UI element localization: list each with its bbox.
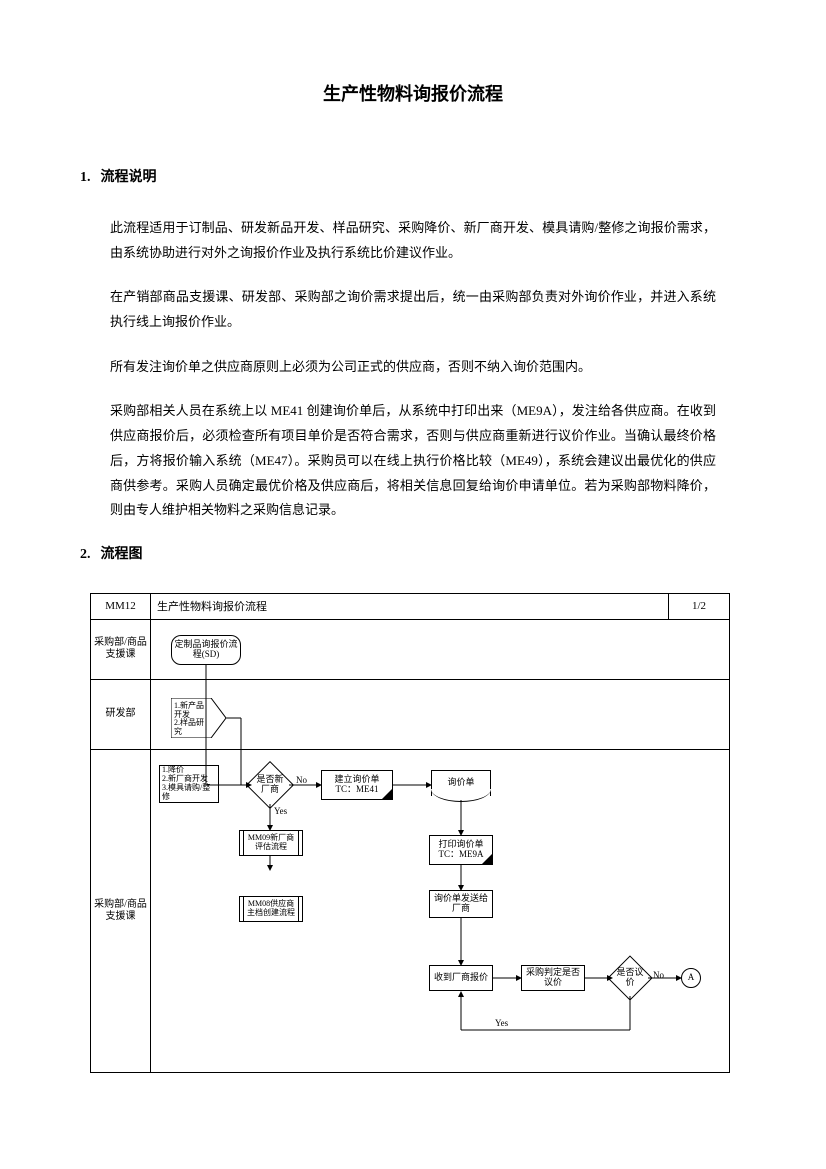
node-proc4: 收到厂商报价 xyxy=(429,965,493,991)
section1-para-4: 采购部相关人员在系统上以 ME41 创建询价单后，从系统中打印出来（ME9A），… xyxy=(110,399,716,522)
flowchart-page: 1/2 xyxy=(669,594,729,619)
node-proc5: 采购判定是否议价 xyxy=(521,965,585,991)
flowchart-title: 生产性物料询报价流程 xyxy=(151,594,669,619)
node-doc1: 询价单 xyxy=(431,770,491,796)
page-title: 生产性物料询报价流程 xyxy=(110,80,716,106)
section1-para-1: 此流程适用于订制品、研发新品开发、样品研究、采购降价、新厂商开发、模具请购/整修… xyxy=(110,216,716,265)
flowchart-lane-1: 采购部/商品支援课 定制品询报价流程(SD) xyxy=(91,620,729,680)
label-no-1: No xyxy=(296,775,307,785)
node-connA: A xyxy=(681,968,701,988)
section2-heading-text: 流程图 xyxy=(101,547,143,562)
node-proc2: 打印询价单 TC：ME9A xyxy=(429,835,493,865)
section1-heading: 1. 流程说明 xyxy=(80,166,716,186)
lane1-label: 采购部/商品支援课 xyxy=(91,620,151,679)
section1-para-2: 在产销部商品支援课、研发部、采购部之询价需求提出后，统一由采购部负责对外询价作业… xyxy=(110,285,716,334)
flowchart: MM12 生产性物料询报价流程 1/2 采购部/商品支援课 定制品询报价流程(S… xyxy=(90,593,730,1073)
flowchart-lane-3: 采购部/商品支援课 1.降价 2.新厂商开发 3.模具请购/整修 是否新厂商 N… xyxy=(91,750,729,1072)
node-start1: 定制品询报价流程(SD) xyxy=(171,635,241,665)
lane2-label: 研发部 xyxy=(91,680,151,749)
section2-num: 2. xyxy=(80,547,91,562)
section1-heading-text: 流程说明 xyxy=(101,170,157,185)
section1-num: 1. xyxy=(80,170,91,185)
node-sub2: MM08供应商主档创建流程 xyxy=(239,896,303,922)
node-start3: 1.降价 2.新厂商开发 3.模具请购/整修 xyxy=(159,765,219,803)
node-decision1: 是否新厂商 xyxy=(246,761,294,809)
flowchart-id: MM12 xyxy=(91,594,151,619)
label-yes-2: Yes xyxy=(495,1018,508,1028)
node-start2: 1.新产品开发 2.样品研究 xyxy=(171,698,226,741)
label-no-2: No xyxy=(653,970,664,980)
node-decision2: 是否议价 xyxy=(607,955,652,1000)
node-sub1: MM09新厂商评估流程 xyxy=(239,830,303,856)
flowchart-lane-2: 研发部 1.新产品开发 2.样品研究 xyxy=(91,680,729,750)
section2-heading: 2. 流程图 xyxy=(80,543,716,563)
node-proc3: 询价单发送给厂商 xyxy=(429,890,493,918)
lane3-label: 采购部/商品支援课 xyxy=(91,750,151,1072)
section1-para-3: 所有发注询价单之供应商原则上必须为公司正式的供应商，否则不纳入询价范围内。 xyxy=(110,355,716,380)
node-proc1: 建立询价单 TC：ME41 xyxy=(321,770,393,800)
flowchart-header: MM12 生产性物料询报价流程 1/2 xyxy=(91,594,729,620)
label-yes-1: Yes xyxy=(274,806,287,816)
